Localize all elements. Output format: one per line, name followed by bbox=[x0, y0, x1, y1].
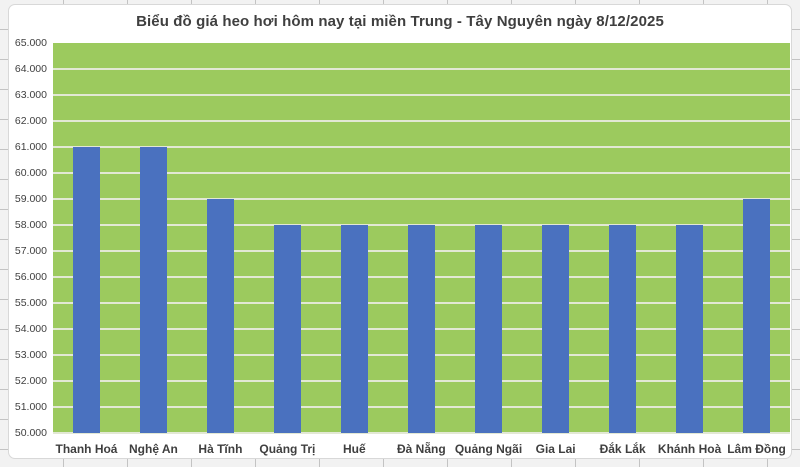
bar[interactable] bbox=[341, 225, 368, 433]
bar[interactable] bbox=[475, 225, 502, 433]
bar[interactable] bbox=[676, 225, 703, 433]
bar-slot bbox=[53, 43, 120, 433]
y-tick-label: 59.000 bbox=[14, 193, 47, 205]
y-tick-label: 50.000 bbox=[14, 427, 47, 439]
bar-slot bbox=[120, 43, 187, 433]
bar[interactable] bbox=[140, 147, 167, 433]
gridline bbox=[53, 432, 790, 434]
x-axis-label: Đắk Lắk bbox=[599, 442, 646, 456]
bars-row bbox=[53, 43, 790, 433]
y-tick-label: 65.000 bbox=[14, 37, 47, 49]
x-axis-label: Gia Lai bbox=[535, 442, 576, 456]
bar-slot bbox=[723, 43, 790, 433]
bar-slot bbox=[254, 43, 321, 433]
bar-slot bbox=[656, 43, 723, 433]
bar-slot bbox=[455, 43, 522, 433]
x-axis-label: Thanh Hoá bbox=[55, 442, 118, 456]
y-tick-label: 53.000 bbox=[14, 349, 47, 361]
y-tick-label: 56.000 bbox=[14, 271, 47, 283]
plot-area bbox=[53, 43, 790, 434]
y-tick-label: 55.000 bbox=[14, 296, 47, 309]
x-axis-label: Hà Tĩnh bbox=[198, 442, 243, 456]
bar-slot bbox=[522, 43, 589, 433]
x-axis-label: Quảng Trị bbox=[259, 442, 316, 456]
bar[interactable] bbox=[408, 225, 435, 433]
bar-slot bbox=[187, 43, 254, 433]
y-tick-label: 64.000 bbox=[14, 63, 47, 75]
x-axis-label: Nghệ An bbox=[129, 442, 178, 456]
x-axis-label: Lâm Đồng bbox=[727, 442, 786, 456]
bar-slot bbox=[589, 43, 656, 433]
bar-slot bbox=[388, 43, 455, 433]
y-tick-label: 63.000 bbox=[14, 89, 47, 101]
bar[interactable] bbox=[73, 147, 100, 433]
bar[interactable] bbox=[207, 199, 234, 433]
x-axis-label: Huế bbox=[343, 442, 366, 456]
bar-slot bbox=[321, 43, 388, 433]
x-axis-label: Đà Nẵng bbox=[396, 442, 446, 456]
y-tick-label: 51.000 bbox=[14, 401, 47, 413]
y-tick-label: 62.000 bbox=[14, 115, 47, 127]
bar[interactable] bbox=[274, 225, 301, 433]
gridline bbox=[53, 171, 790, 174]
chart-object[interactable]: Biểu đồ giá heo hơi hôm nay tại miền Tru… bbox=[8, 4, 792, 459]
y-tick-label: 60.000 bbox=[14, 166, 47, 179]
bar[interactable] bbox=[609, 225, 636, 433]
y-tick-label: 54.000 bbox=[14, 323, 47, 335]
bar[interactable] bbox=[542, 225, 569, 433]
x-axis-label: Quảng Ngãi bbox=[454, 442, 523, 456]
y-tick-label: 61.000 bbox=[14, 141, 47, 153]
y-tick-label: 52.000 bbox=[14, 375, 47, 387]
gridline bbox=[53, 146, 790, 148]
bar[interactable] bbox=[743, 199, 770, 433]
gridline bbox=[53, 120, 790, 122]
y-axis: 65.000 64.000 63.000 62.000 61.000 60.000 59.0… bbox=[9, 37, 49, 439]
x-axis: Thanh Hoá Nghệ An Hà Tĩnh Quảng Trị Huế Đà Nẵ… bbox=[53, 437, 790, 461]
y-tick-label: 58.000 bbox=[14, 219, 47, 231]
gridline bbox=[53, 198, 790, 200]
gridline bbox=[53, 68, 790, 70]
gridline bbox=[53, 94, 790, 96]
chart-title: Biểu đồ giá heo hơi hôm nay tại miền Tru… bbox=[136, 13, 664, 30]
x-axis-label: Khánh Hoà bbox=[657, 442, 722, 456]
y-tick-label: 57.000 bbox=[14, 245, 47, 257]
